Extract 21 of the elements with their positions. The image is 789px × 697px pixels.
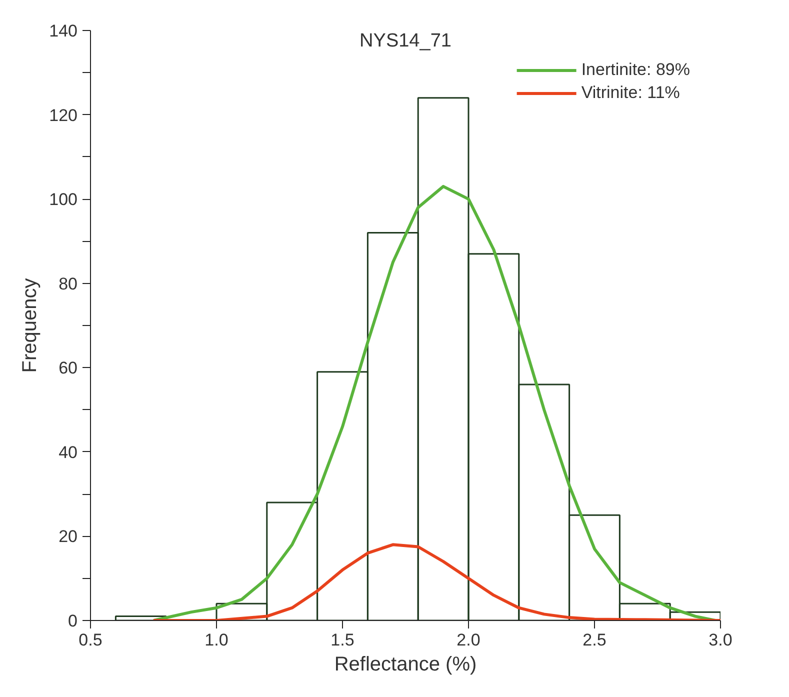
line-series xyxy=(152,184,717,620)
x-tick-label: 1.0 xyxy=(204,630,228,650)
y-tick-label: 100 xyxy=(49,190,78,210)
legend-label: Vitrinite: 11% xyxy=(581,83,680,103)
line-series xyxy=(152,543,720,620)
chart-title: NYS14_71 xyxy=(360,30,452,52)
y-tick-label: 20 xyxy=(58,527,78,546)
x-tick-label: 2.5 xyxy=(582,630,606,650)
y-tick-label: 40 xyxy=(58,442,78,462)
x-axis-title: Reflectance (%) xyxy=(334,654,477,676)
y-tick-label: 80 xyxy=(58,274,78,294)
x-tick-label: 0.5 xyxy=(78,630,102,650)
y-tick-label: 0 xyxy=(68,612,78,630)
x-tick-label: 1.5 xyxy=(330,630,354,650)
y-tick-label: 120 xyxy=(49,106,78,125)
x-tick-label: 2.0 xyxy=(456,630,480,650)
legend-label: Inertinite: 89% xyxy=(581,60,690,80)
x-tick-label: 3.0 xyxy=(708,630,732,650)
y-axis-title: Frequency xyxy=(19,278,42,373)
y-tick-label: 60 xyxy=(58,358,78,378)
y-tick-label: 140 xyxy=(49,22,78,40)
